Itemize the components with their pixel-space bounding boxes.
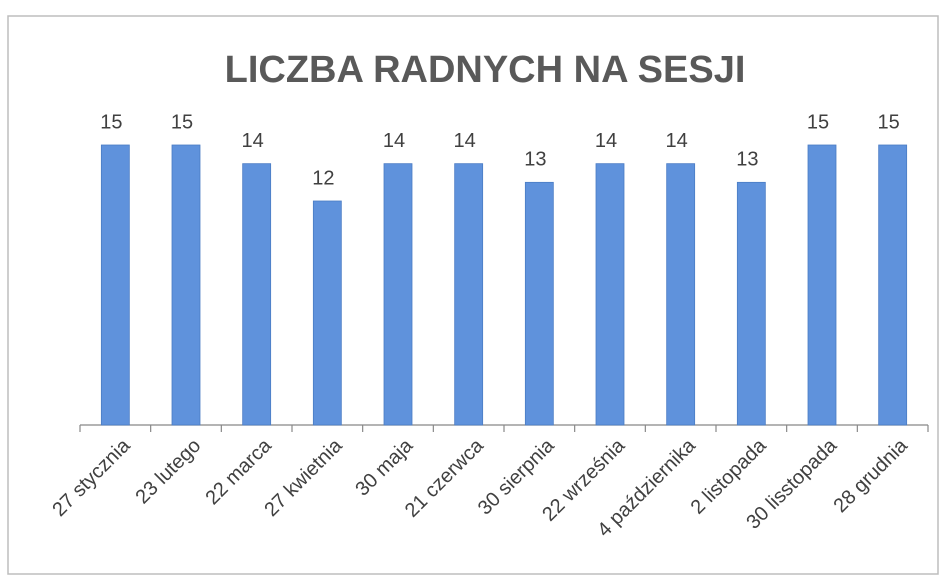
bar	[100, 144, 130, 426]
data-label: 14	[666, 130, 688, 152]
x-tick-label: 30 maja	[351, 434, 417, 500]
data-label: 14	[242, 130, 264, 152]
data-label: 15	[171, 111, 193, 133]
data-label: 14	[454, 130, 476, 152]
chart-frame	[7, 15, 939, 575]
bar	[383, 163, 413, 426]
bar	[736, 181, 766, 426]
x-tick-label: 23 lutego	[132, 435, 206, 509]
bar	[878, 144, 908, 426]
x-tick-label: 28 grudnia	[830, 434, 913, 517]
data-label: 14	[383, 130, 405, 152]
bar	[242, 163, 272, 426]
data-label: 15	[100, 111, 122, 133]
x-tick-label: 27 stycznia	[48, 434, 135, 521]
data-label: 14	[595, 130, 617, 152]
data-label: 15	[807, 111, 829, 133]
bar	[524, 181, 554, 426]
data-label: 13	[736, 149, 758, 171]
bar	[454, 163, 484, 426]
bar	[171, 144, 201, 426]
data-label: 15	[878, 111, 900, 133]
bar	[807, 144, 837, 426]
x-tick-label: 22 marca	[201, 434, 276, 509]
chart-title: LICZBA RADNYCH NA SESJI	[225, 49, 746, 91]
data-label: 12	[312, 167, 334, 189]
bar	[595, 163, 625, 426]
x-tick-label: 27 kwietnia	[260, 434, 347, 521]
data-label: 13	[524, 149, 546, 171]
bar	[666, 163, 696, 426]
bar	[312, 200, 342, 426]
